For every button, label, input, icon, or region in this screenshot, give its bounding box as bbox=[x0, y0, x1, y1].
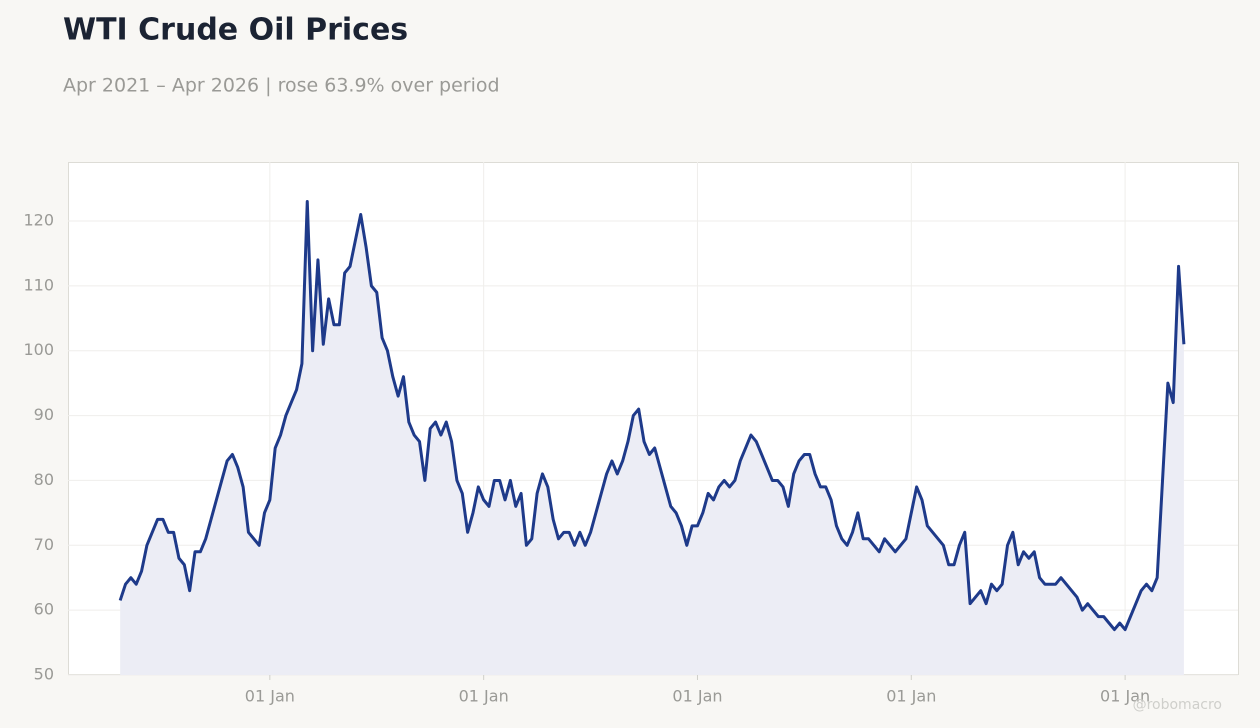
y-tick-label: 100 bbox=[23, 340, 54, 359]
y-tick-label: 60 bbox=[34, 600, 54, 619]
chart-subtitle: Apr 2021 – Apr 2026 | rose 63.9% over pe… bbox=[63, 75, 500, 97]
x-tick-label: 01 Jan bbox=[1100, 687, 1150, 706]
y-tick-label: 70 bbox=[34, 535, 54, 554]
x-tick-label: 01 Jan bbox=[245, 687, 295, 706]
y-tick-label: 120 bbox=[23, 211, 54, 230]
area bbox=[120, 201, 1184, 675]
watermark: @robomacro bbox=[1133, 697, 1222, 713]
x-tick-label: 01 Jan bbox=[672, 687, 722, 706]
price-line bbox=[118, 200, 1186, 632]
y-tick-label: 90 bbox=[34, 405, 54, 424]
x-tick-label: 01 Jan bbox=[459, 687, 509, 706]
chart-title: WTI Crude Oil Prices bbox=[63, 13, 408, 48]
y-tick-label: 110 bbox=[23, 275, 54, 294]
y-tick-label: 50 bbox=[34, 665, 54, 684]
y-tick-label: 80 bbox=[34, 470, 54, 489]
x-tick-label: 01 Jan bbox=[886, 687, 936, 706]
